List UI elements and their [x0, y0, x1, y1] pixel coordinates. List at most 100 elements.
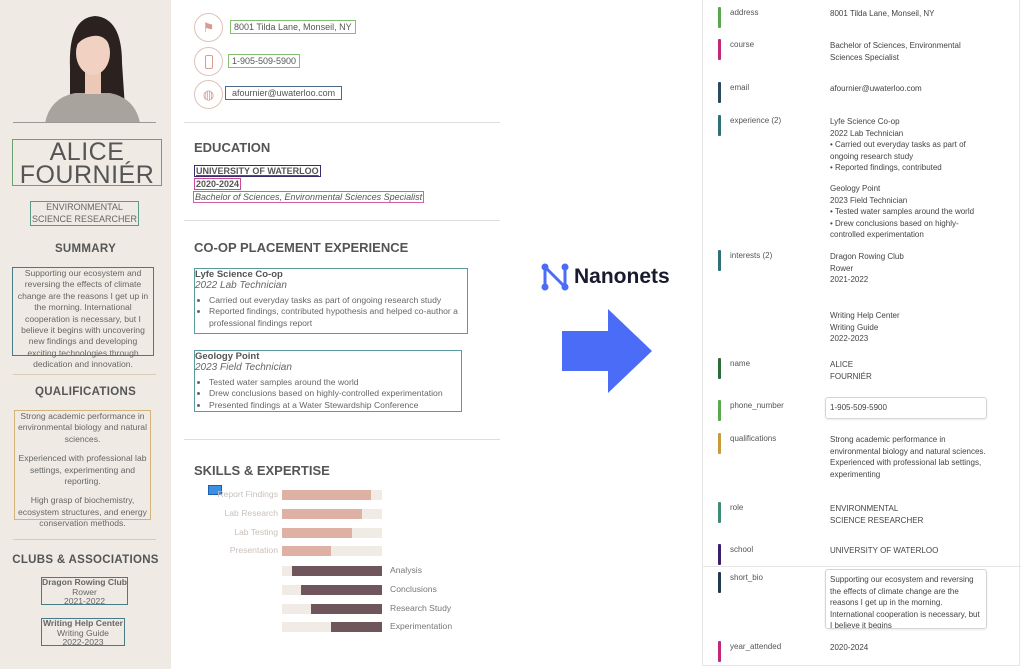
skill-bar-track	[282, 528, 382, 538]
club-name: Writing Help Center	[42, 618, 124, 628]
qualifications-heading: QUALIFICATIONS	[34, 386, 137, 398]
field-value[interactable]: 1-905-509-5900	[825, 397, 987, 419]
divider	[184, 220, 500, 221]
skill-bar-fill	[282, 490, 371, 500]
skill-bar-fill	[282, 546, 331, 556]
field-value[interactable]: Lyfe Science Co-op 2022 Lab Technician •…	[830, 117, 966, 172]
field-value[interactable]: Dragon Rowing Club Rower 2021-2022	[830, 252, 904, 284]
role-line: SCIENCE RESEARCHER	[31, 213, 138, 224]
field-key: email	[730, 83, 750, 92]
field-color-marker	[718, 39, 721, 60]
name-last: FOURNIÉR	[19, 161, 155, 189]
field-key: phone_number	[730, 401, 784, 410]
field-value[interactable]: Writing Help Center Writing Guide 2022-2…	[830, 311, 900, 343]
skill-bar-track	[282, 585, 382, 595]
resume-document: ALICE FOURNIÉR ENVIRONMENTAL SCIENCE RES…	[0, 0, 512, 669]
extracted-fields-panel: address 8001 Tilda Lane, Monseil, NY cou…	[702, 0, 1021, 666]
location-flag-icon: ⚑	[194, 13, 223, 42]
field-color-marker	[718, 641, 721, 662]
club-role: Rower	[72, 586, 97, 597]
skill-bar-fill	[282, 528, 352, 538]
field-value[interactable]: ENVIRONMENTAL SCIENCE RESEARCHER	[830, 504, 924, 525]
job-title: 2022 Lab Technician	[195, 280, 287, 291]
club-item: Dragon Rowing Club Rower 2021-2022	[41, 577, 128, 606]
course-text: Bachelor of Sciences, Environmental Scie…	[193, 191, 425, 203]
field-value[interactable]: Bachelor of Sciences, Environmental Scie…	[830, 41, 961, 62]
skill-bar-fill	[292, 566, 382, 576]
skill-label: Report Findings	[217, 489, 278, 499]
skill-label: Conclusions	[390, 584, 437, 594]
field-key: address	[730, 8, 759, 17]
email-text: afournier@uwaterloo.com	[225, 86, 343, 100]
name-first: ALICE	[49, 138, 125, 166]
skill-label: Presentation	[229, 545, 278, 555]
skill-bar-track	[282, 566, 382, 576]
job-bullet: Reported findings, contributed hypothesi…	[209, 306, 467, 329]
resume-sidebar: ALICE FOURNIÉR ENVIRONMENTAL SCIENCE RES…	[0, 0, 171, 669]
arrow-right-icon	[562, 309, 652, 393]
skill-bar-track	[282, 622, 382, 632]
divider	[184, 122, 500, 123]
education-heading: EDUCATION	[194, 140, 271, 155]
field-color-marker	[718, 433, 721, 454]
skill-bar-fill	[311, 604, 382, 614]
field-value[interactable]: ALICE FOURNIÉR	[830, 360, 872, 381]
job-title: 2023 Field Technician	[195, 362, 292, 373]
role-line: ENVIRONMENTAL	[46, 202, 123, 212]
field-color-marker	[718, 400, 721, 421]
nanonets-logo: Nanonets	[540, 262, 670, 292]
qualification-item: Experienced with professional lab settin…	[18, 453, 147, 487]
field-color-marker	[718, 502, 721, 523]
divider	[184, 439, 500, 440]
nanonets-mark-icon	[541, 263, 569, 291]
field-value[interactable]: UNIVERSITY OF WATERLOO	[830, 546, 939, 555]
skill-bar-track	[282, 604, 382, 614]
field-key: name	[730, 359, 751, 368]
globe-icon: ◍	[194, 80, 223, 109]
qualifications-text: Strong academic performance in environme…	[14, 410, 151, 528]
skill-label: Analysis	[390, 565, 422, 575]
job-entry: Lyfe Science Co-op 2022 Lab Technician C…	[194, 268, 468, 334]
years-text: 2020-2024	[194, 178, 242, 190]
skill-label: Lab Research	[224, 508, 278, 518]
field-value[interactable]: Supporting our ecosystem and reversing t…	[825, 569, 987, 629]
field-color-marker	[718, 7, 721, 28]
skill-bar-fill	[331, 622, 382, 632]
address-text: 8001 Tilda Lane, Monseil, NY	[230, 20, 356, 34]
field-value[interactable]: 8001 Tilda Lane, Monseil, NY	[830, 9, 935, 18]
qualification-item: Strong academic performance in environme…	[18, 411, 147, 444]
selection-handle-icon[interactable]	[208, 485, 222, 495]
job-bullet: Carried out everyday tasks as part of on…	[209, 295, 467, 306]
divider	[13, 122, 156, 123]
field-value[interactable]: 2020-2024	[830, 643, 869, 652]
field-value[interactable]: afournier@uwaterloo.com	[830, 84, 922, 93]
job-company: Geology Point	[195, 351, 260, 362]
skill-bar-track	[282, 490, 382, 500]
field-key: short_bio	[730, 573, 763, 582]
field-color-marker	[718, 82, 721, 103]
qualification-item: High grasp of biochemistry, ecosystem st…	[18, 495, 147, 529]
field-color-marker	[718, 250, 721, 271]
skill-bar-track	[282, 546, 382, 556]
summary-text: Supporting our ecosystem and reversing t…	[12, 267, 154, 369]
brand-name: Nanonets	[574, 265, 670, 288]
club-role: Writing Guide	[57, 627, 109, 638]
divider	[703, 566, 1021, 567]
field-key: role	[730, 503, 744, 512]
field-key: school	[730, 545, 754, 554]
skill-label: Research Study	[390, 603, 452, 613]
skill-label: Experimentation	[390, 621, 453, 631]
club-name: Dragon Rowing Club	[42, 577, 127, 587]
field-color-marker	[718, 572, 721, 593]
club-item: Writing Help Center Writing Guide 2022-2…	[41, 618, 125, 647]
candidate-role: ENVIRONMENTAL SCIENCE RESEARCHER	[30, 201, 139, 226]
field-value[interactable]: Geology Point 2023 Field Technician • Te…	[830, 184, 975, 239]
candidate-name: ALICE FOURNIÉR	[12, 138, 162, 189]
job-bullet: Drew conclusions based on highly-control…	[209, 388, 461, 399]
job-bullet: Tested water samples around the world	[209, 377, 461, 388]
field-value[interactable]: Strong academic performance in environme…	[830, 435, 986, 479]
field-key: experience (2)	[730, 116, 782, 125]
skills-heading: SKILLS & EXPERTISE	[194, 463, 330, 478]
profile-photo	[30, 8, 155, 123]
skill-label: Lab Testing	[234, 527, 278, 537]
